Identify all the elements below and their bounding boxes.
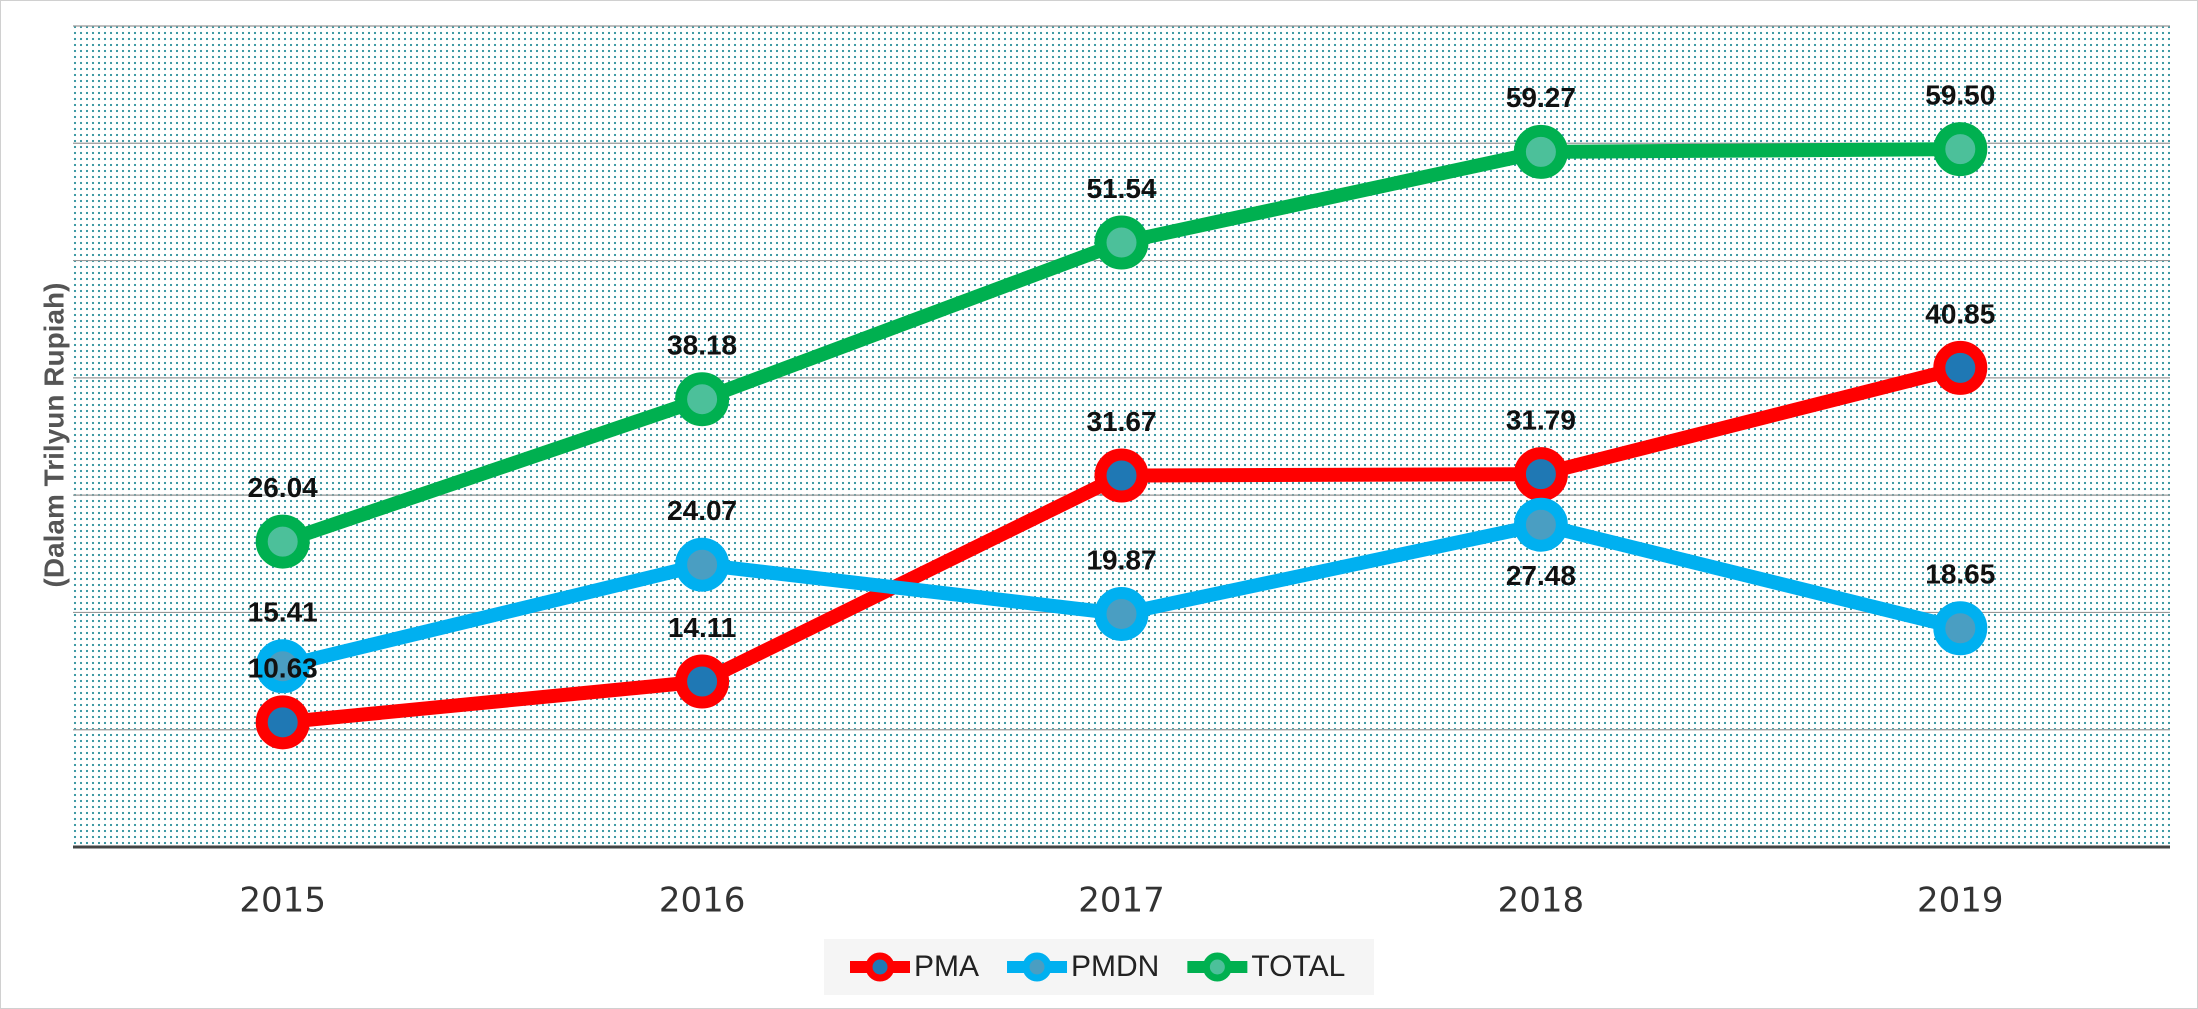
marker (255, 514, 310, 569)
x-tick-label: 2016 (659, 881, 746, 921)
marker (675, 654, 730, 709)
legend (824, 939, 1374, 995)
data-label: 26.04 (248, 472, 318, 503)
marker (1513, 447, 1568, 502)
x-tick-label: 2015 (239, 881, 326, 921)
marker (1094, 586, 1149, 641)
data-label: 59.27 (1506, 82, 1576, 113)
data-label: 24.07 (667, 495, 737, 526)
data-label: 31.67 (1086, 406, 1156, 437)
marker (1933, 601, 1988, 656)
data-label: 27.48 (1506, 560, 1576, 591)
marker (675, 372, 730, 427)
marker (255, 639, 310, 694)
legend-label: PMDN (1071, 950, 1159, 983)
marker (1513, 497, 1568, 552)
data-label: 18.65 (1925, 559, 1995, 590)
data-label: 10.63 (248, 653, 318, 684)
marker (1933, 340, 1988, 395)
marker (675, 537, 730, 592)
marker (1513, 124, 1568, 179)
data-label: 51.54 (1086, 173, 1156, 204)
marker (1933, 122, 1988, 177)
x-tick-label: 2018 (1498, 881, 1585, 921)
x-tick-label: 2017 (1078, 881, 1165, 921)
data-label: 59.50 (1925, 80, 1995, 111)
legend-label: PMA (914, 950, 979, 983)
y-axis-label: (Dalam Trilyun Rupiah) (38, 283, 69, 588)
legend-marker (865, 952, 895, 982)
data-label: 40.85 (1925, 298, 1995, 329)
marker (255, 695, 310, 750)
marker (1094, 215, 1149, 270)
legend-marker (1022, 952, 1052, 982)
data-label: 14.11 (668, 612, 737, 643)
legend-label: TOTAL (1251, 950, 1345, 983)
marker (1094, 448, 1149, 503)
x-tick-label: 2019 (1917, 881, 2004, 921)
legend-marker (1202, 952, 1232, 982)
data-label: 19.87 (1086, 544, 1156, 575)
data-label: 31.79 (1506, 405, 1576, 436)
data-label: 38.18 (667, 330, 737, 361)
data-label: 15.41 (248, 597, 318, 628)
